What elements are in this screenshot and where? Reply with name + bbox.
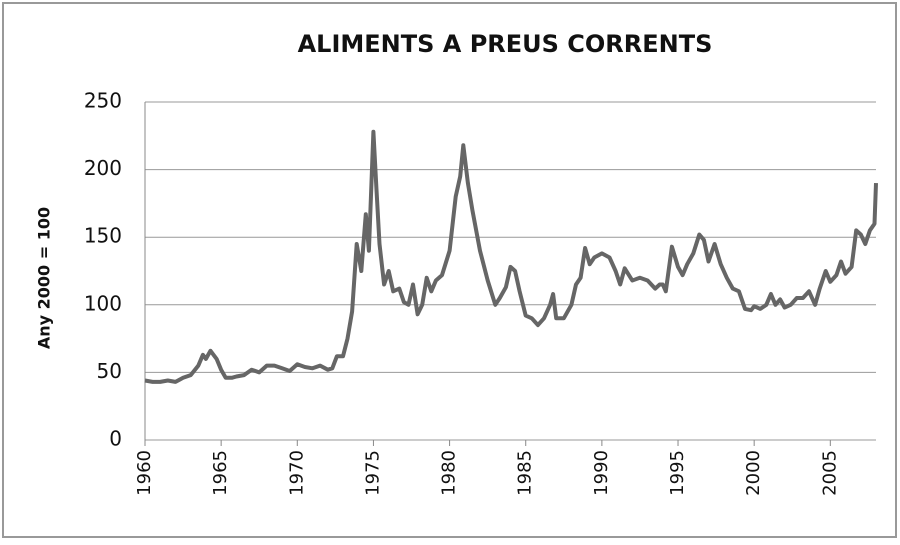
chart-title: ALIMENTS A PREUS CORRENTS	[298, 30, 713, 58]
x-tick-label: 1995	[667, 450, 688, 496]
y-tick-label: 250	[84, 89, 122, 113]
y-tick-label: 0	[109, 427, 122, 451]
data-line	[144, 129, 878, 384]
x-tick-label: 1975	[362, 450, 383, 496]
y-axis-label: Any 2000 = 100	[35, 207, 54, 349]
x-tick-label: 1990	[591, 450, 612, 496]
frame	[2, 2, 897, 538]
x-tick-label: 1960	[134, 450, 155, 496]
x-tick-label: 1970	[286, 450, 307, 496]
y-tick-label: 200	[84, 156, 122, 180]
y-tick-label: 150	[84, 224, 122, 248]
x-tick-label: 2000	[743, 450, 764, 496]
x-tick-label: 1985	[515, 450, 536, 496]
x-tick-label: 1980	[439, 450, 460, 496]
y-tick-label: 50	[97, 359, 122, 383]
y-tick-label: 100	[84, 291, 122, 315]
x-tick-label: 1965	[210, 450, 231, 496]
x-tick-label: 2005	[819, 450, 840, 496]
